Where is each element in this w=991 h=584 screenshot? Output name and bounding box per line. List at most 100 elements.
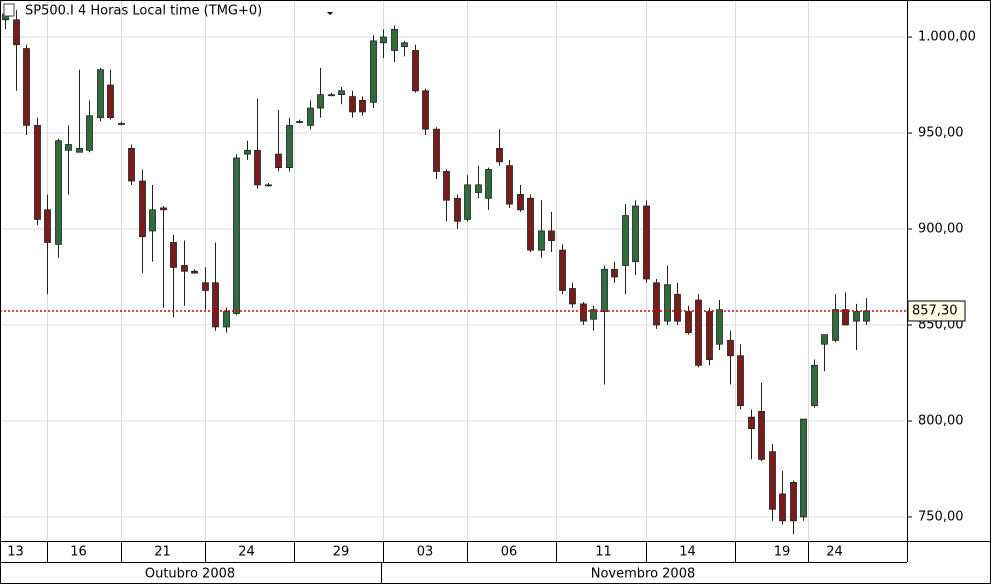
candle-body [548, 230, 555, 241]
candle-body [758, 410, 765, 460]
x-tick-label: 16 [70, 545, 87, 560]
candle-body [328, 94, 335, 97]
candle-body [727, 339, 734, 357]
y-tick-label: 800,00 [918, 413, 964, 428]
symbol-icon[interactable] [3, 3, 15, 17]
y-tick-label: 750,00 [918, 509, 964, 524]
last-price-box [907, 300, 966, 322]
candle-body [212, 282, 219, 328]
candle-body [748, 416, 755, 430]
y-tick-label: 950,00 [918, 126, 964, 141]
candle-body [674, 293, 681, 322]
x-tick-label: 14 [679, 545, 696, 560]
candle-body [13, 19, 20, 46]
candle-body [307, 107, 314, 126]
candle-body [160, 207, 167, 211]
candle-body [842, 309, 849, 326]
candle-body [223, 311, 230, 328]
candle-body [76, 147, 83, 153]
x-tick-label: 24 [826, 545, 843, 560]
candle-body [128, 147, 135, 182]
candle-body [107, 84, 114, 119]
candle-body [359, 99, 366, 113]
candle-body [296, 121, 303, 123]
candle-body [580, 303, 587, 322]
candle-body [716, 309, 723, 345]
candle-body [622, 215, 629, 266]
x-tick-label: 21 [154, 545, 171, 560]
candle-body [811, 364, 818, 407]
chart-title: SP500.I 4 Horas Local time (TMG+0) [25, 4, 262, 19]
candle-body [317, 94, 324, 109]
candle-body [23, 48, 30, 126]
candle-body [254, 149, 261, 186]
candle-body [380, 36, 387, 44]
candle-body [832, 309, 839, 341]
candle-body [737, 355, 744, 407]
candle-body [706, 311, 713, 360]
candle-body [286, 124, 293, 168]
y-tick-label: 1.000,00 [918, 30, 976, 45]
candle-body [149, 209, 156, 232]
candle-body [769, 451, 776, 510]
x-tick-label: 29 [333, 545, 350, 560]
candle-body [65, 144, 72, 151]
candle-body [97, 69, 104, 119]
candle-body [496, 147, 503, 163]
x-tick-label: 06 [501, 545, 518, 560]
candle-body [853, 311, 860, 322]
candle-body [538, 230, 545, 251]
candle-body [265, 184, 272, 187]
candle-body [55, 140, 62, 245]
candle-body [601, 268, 608, 312]
candle-body [643, 205, 650, 280]
candle-body [685, 311, 692, 334]
candle-body [191, 270, 198, 274]
x-tick-label: 11 [595, 545, 612, 560]
candle-body [412, 50, 419, 92]
candle-body [517, 194, 524, 211]
candle-body [202, 282, 209, 291]
x-tick-label: 13 [7, 545, 24, 560]
candle-body [44, 209, 51, 243]
candle-body [181, 265, 188, 272]
dropdown-arrow[interactable] [327, 12, 333, 15]
candle-body [349, 96, 356, 113]
candle-body [821, 334, 828, 345]
candle-body [391, 28, 398, 51]
candle-body [118, 123, 125, 125]
candle-body [632, 205, 639, 263]
candle-body [244, 149, 251, 155]
last-price-label: 857,30 [912, 303, 958, 318]
candle-body [139, 180, 146, 238]
candle-body [485, 169, 492, 199]
candle-body [800, 418, 807, 518]
candle-body [590, 309, 597, 320]
month-label: Outubro 2008 [145, 567, 235, 582]
candle-body [370, 40, 377, 103]
candle-body [653, 282, 660, 326]
candle-body [454, 197, 461, 222]
candle-body [401, 42, 408, 48]
candle-body [790, 482, 797, 522]
candle-body [34, 124, 41, 220]
x-tick-label: 24 [238, 545, 255, 560]
candle-body [569, 288, 576, 305]
candle-body [433, 128, 440, 172]
candle-body [422, 90, 429, 130]
candle-body [443, 171, 450, 201]
candle-body [527, 197, 534, 251]
candle-body [779, 493, 786, 522]
month-label: Novembro 2008 [591, 567, 696, 582]
y-tick-label: 900,00 [918, 222, 964, 237]
candle-body [559, 249, 566, 291]
plot-area [0, 0, 912, 541]
candle-body [664, 284, 671, 322]
candle-body [475, 184, 482, 193]
candle-body [86, 115, 93, 151]
candle-body [170, 242, 177, 268]
candle-body [464, 184, 471, 220]
candle-body [611, 268, 618, 278]
